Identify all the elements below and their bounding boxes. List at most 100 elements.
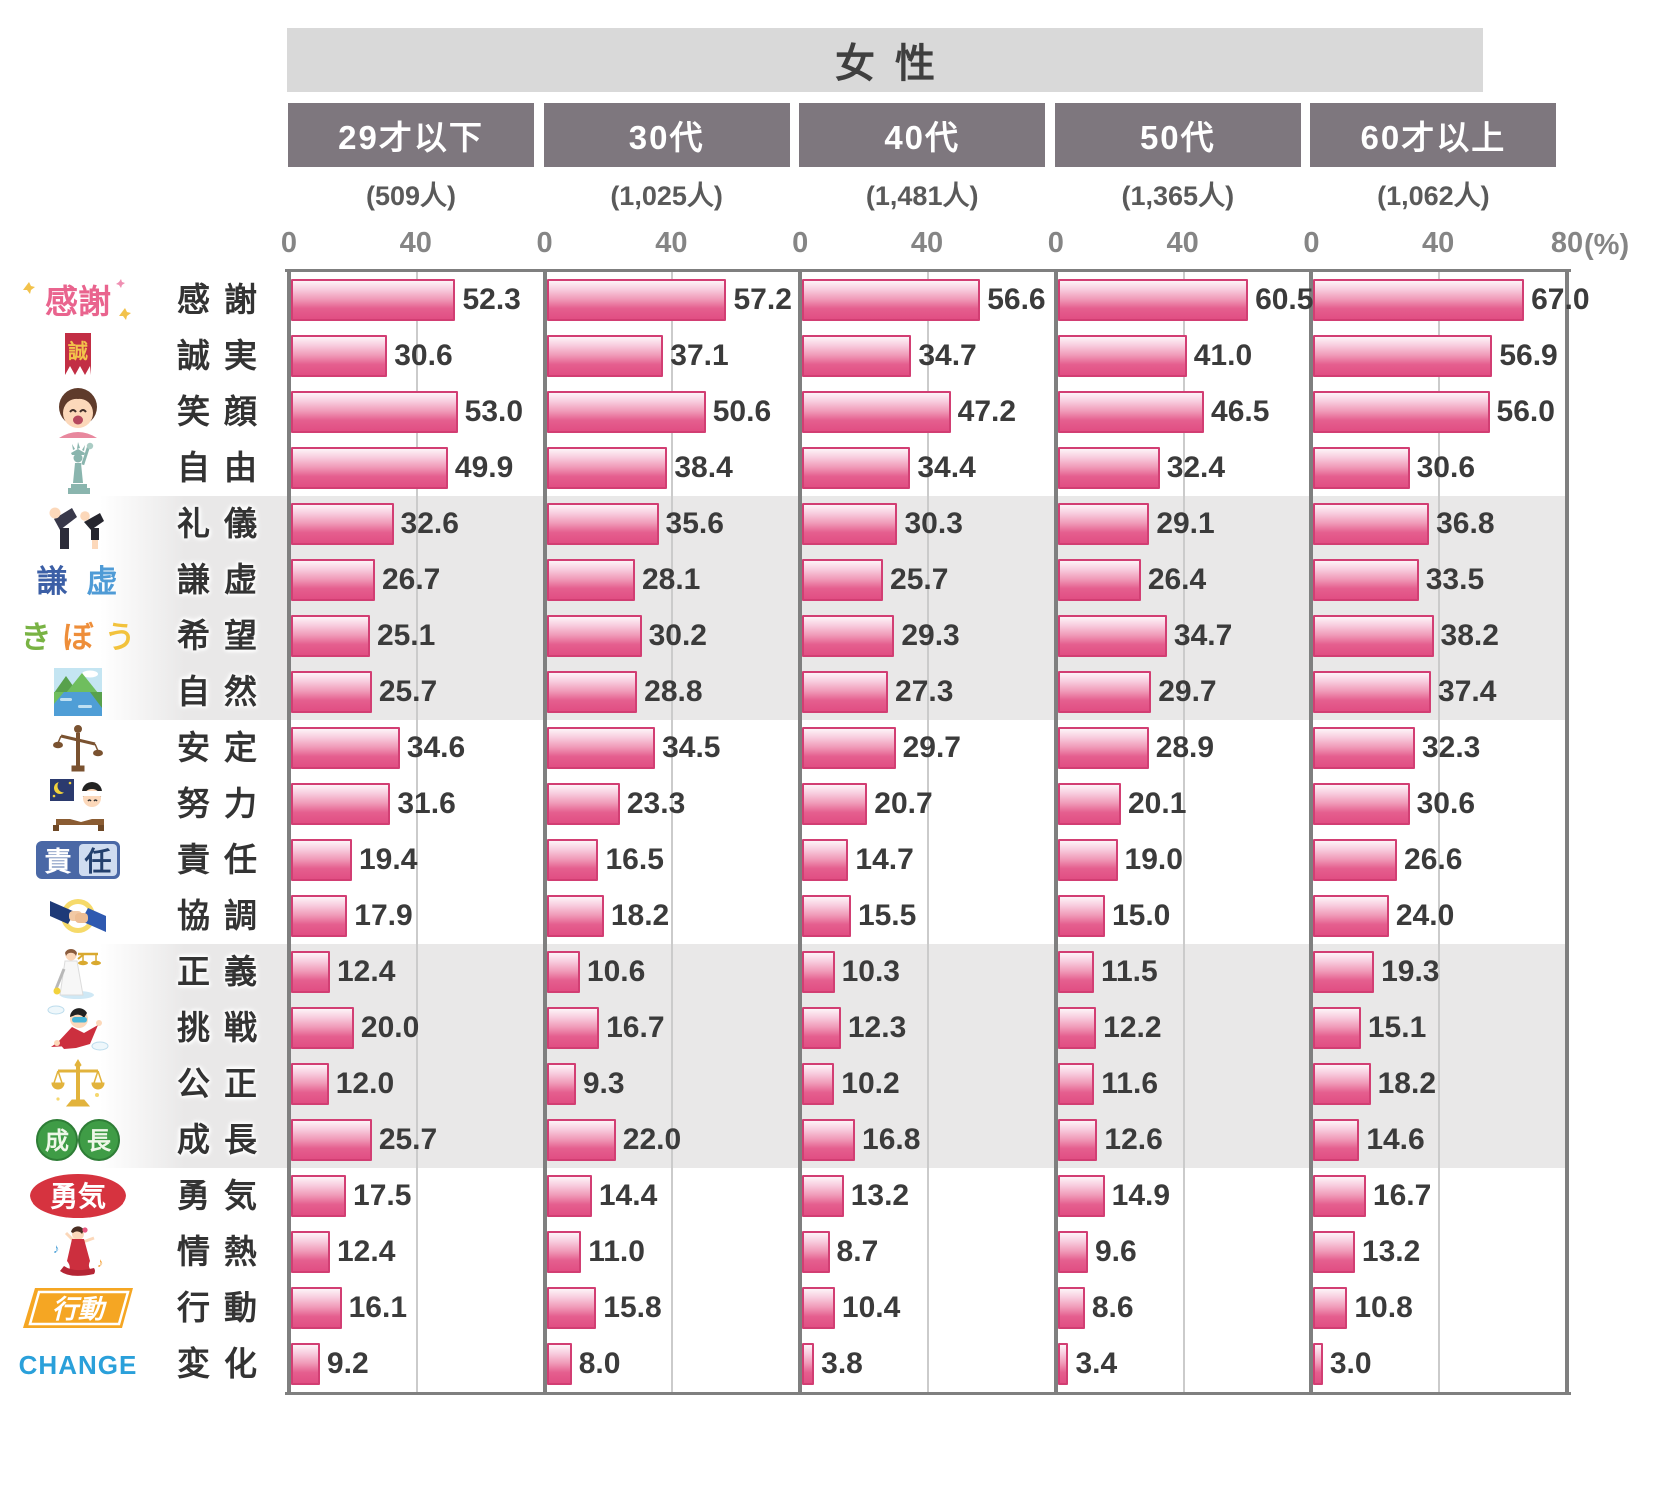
bar [802, 391, 951, 433]
bar [802, 1287, 835, 1329]
bar-value-label: 50.6 [712, 395, 772, 428]
bar [291, 783, 391, 825]
gridline-40 [1182, 272, 1185, 1392]
row-label: 安定 [177, 729, 271, 766]
bar-value-label: 12.2 [1103, 1011, 1162, 1044]
row-label: 希望 [177, 617, 271, 654]
row-label: 感謝 [177, 281, 271, 318]
row-label: 自由 [177, 449, 271, 486]
bar-value-label: 53.0 [464, 395, 524, 428]
change-text-icon: CHANGE [6, 1336, 150, 1392]
bar-value-label: 13.2 [1361, 1235, 1421, 1268]
row-label: 自然 [177, 673, 271, 710]
bar-value-label: 29.1 [1156, 507, 1215, 540]
bar-value-label: 12.3 [847, 1011, 907, 1044]
bar [1313, 1343, 1323, 1385]
bar [546, 1287, 597, 1329]
studying-boy-icon [6, 776, 150, 832]
bar [291, 839, 352, 881]
bar-value-label: 30.6 [1416, 787, 1476, 820]
flamenco-dancer-icon: ♪ ♪ [6, 1224, 150, 1280]
bar [802, 1063, 835, 1105]
bar-value-label: 18.2 [610, 899, 670, 932]
bar-value-label: 56.0 [1496, 395, 1555, 428]
golden-scales-icon [6, 1056, 150, 1112]
bar-value-label: 19.3 [1381, 955, 1440, 988]
svg-text:長: 長 [87, 1128, 112, 1155]
bar [1057, 391, 1205, 433]
axis-tick-0: 0 [792, 227, 809, 259]
bar [291, 1007, 354, 1049]
bar [802, 783, 868, 825]
bar [802, 559, 883, 601]
row-label: 情熱 [177, 1233, 271, 1270]
bar-value-label: 30.3 [904, 507, 963, 540]
svg-text:成: 成 [45, 1128, 69, 1155]
bar-value-label: 20.7 [874, 787, 933, 820]
bar [546, 783, 620, 825]
bar-value-label: 24.0 [1395, 899, 1455, 932]
bar-value-label: 16.7 [1372, 1179, 1432, 1212]
bar-value-label: 25.1 [376, 619, 436, 652]
svg-text:勇気: 勇気 [50, 1181, 106, 1212]
axis-tick-0: 0 [280, 227, 298, 259]
bar [291, 1119, 372, 1161]
bar [1057, 1175, 1105, 1217]
bar [1313, 727, 1415, 769]
bar [1313, 503, 1430, 545]
bar [546, 1007, 600, 1049]
panel-left-border [1309, 269, 1314, 1395]
bar [1313, 615, 1434, 657]
axis-tick-40: 40 [655, 227, 688, 259]
bar-value-label: 28.1 [641, 563, 701, 596]
bar-value-label: 16.5 [605, 843, 664, 876]
row-label: 礼儀 [177, 505, 271, 542]
bar [802, 1007, 841, 1049]
bar-value-label: 19.0 [1124, 843, 1183, 876]
bar [1313, 391, 1490, 433]
bar [1057, 503, 1150, 545]
bar [802, 447, 911, 489]
svg-text:CHANGE: CHANGE [19, 1350, 138, 1380]
bar-value-label: 67.0 [1531, 283, 1590, 316]
bar-value-label: 26.4 [1147, 563, 1207, 596]
bar-value-label: 17.9 [354, 899, 413, 932]
chart-top-border [285, 269, 1571, 272]
bar [802, 1119, 856, 1161]
bar-value-label: 20.0 [360, 1011, 420, 1044]
bar-value-label: 36.8 [1436, 507, 1495, 540]
svg-text:誠: 誠 [68, 339, 88, 363]
bar-value-label: 16.1 [348, 1291, 408, 1324]
nature-landscape-icon [6, 664, 150, 720]
svg-text:謙: 謙 [37, 564, 68, 599]
bar [546, 727, 656, 769]
bar [1313, 559, 1419, 601]
bar-value-label: 46.5 [1211, 395, 1270, 428]
bar [291, 951, 330, 993]
bar [1057, 783, 1121, 825]
bar-value-label: 15.8 [603, 1291, 662, 1324]
gridline-40 [1438, 272, 1441, 1392]
bar-value-label: 34.7 [1173, 619, 1233, 652]
bar [291, 391, 458, 433]
svg-text:う: う [105, 620, 136, 655]
bar [1313, 1175, 1366, 1217]
bar-value-label: 37.1 [670, 339, 729, 372]
bar [1057, 1287, 1085, 1329]
bar [546, 447, 668, 489]
bar-value-label: 14.6 [1366, 1123, 1425, 1156]
bar-value-label: 10.2 [841, 1067, 900, 1100]
bar-value-label: 30.2 [648, 619, 707, 652]
bar [1313, 335, 1493, 377]
bar-value-label: 17.5 [353, 1179, 412, 1212]
svg-text:ぼ: ぼ [63, 620, 95, 655]
bar [1057, 727, 1149, 769]
bar-value-label: 11.5 [1100, 955, 1158, 988]
age-group-count: (509人) [365, 181, 457, 211]
bar [546, 1175, 592, 1217]
bar-value-label: 23.3 [626, 787, 686, 820]
bar [291, 1063, 329, 1105]
svg-text:責: 責 [45, 847, 72, 877]
bar [291, 1231, 330, 1273]
bar-value-label: 9.3 [582, 1067, 625, 1100]
